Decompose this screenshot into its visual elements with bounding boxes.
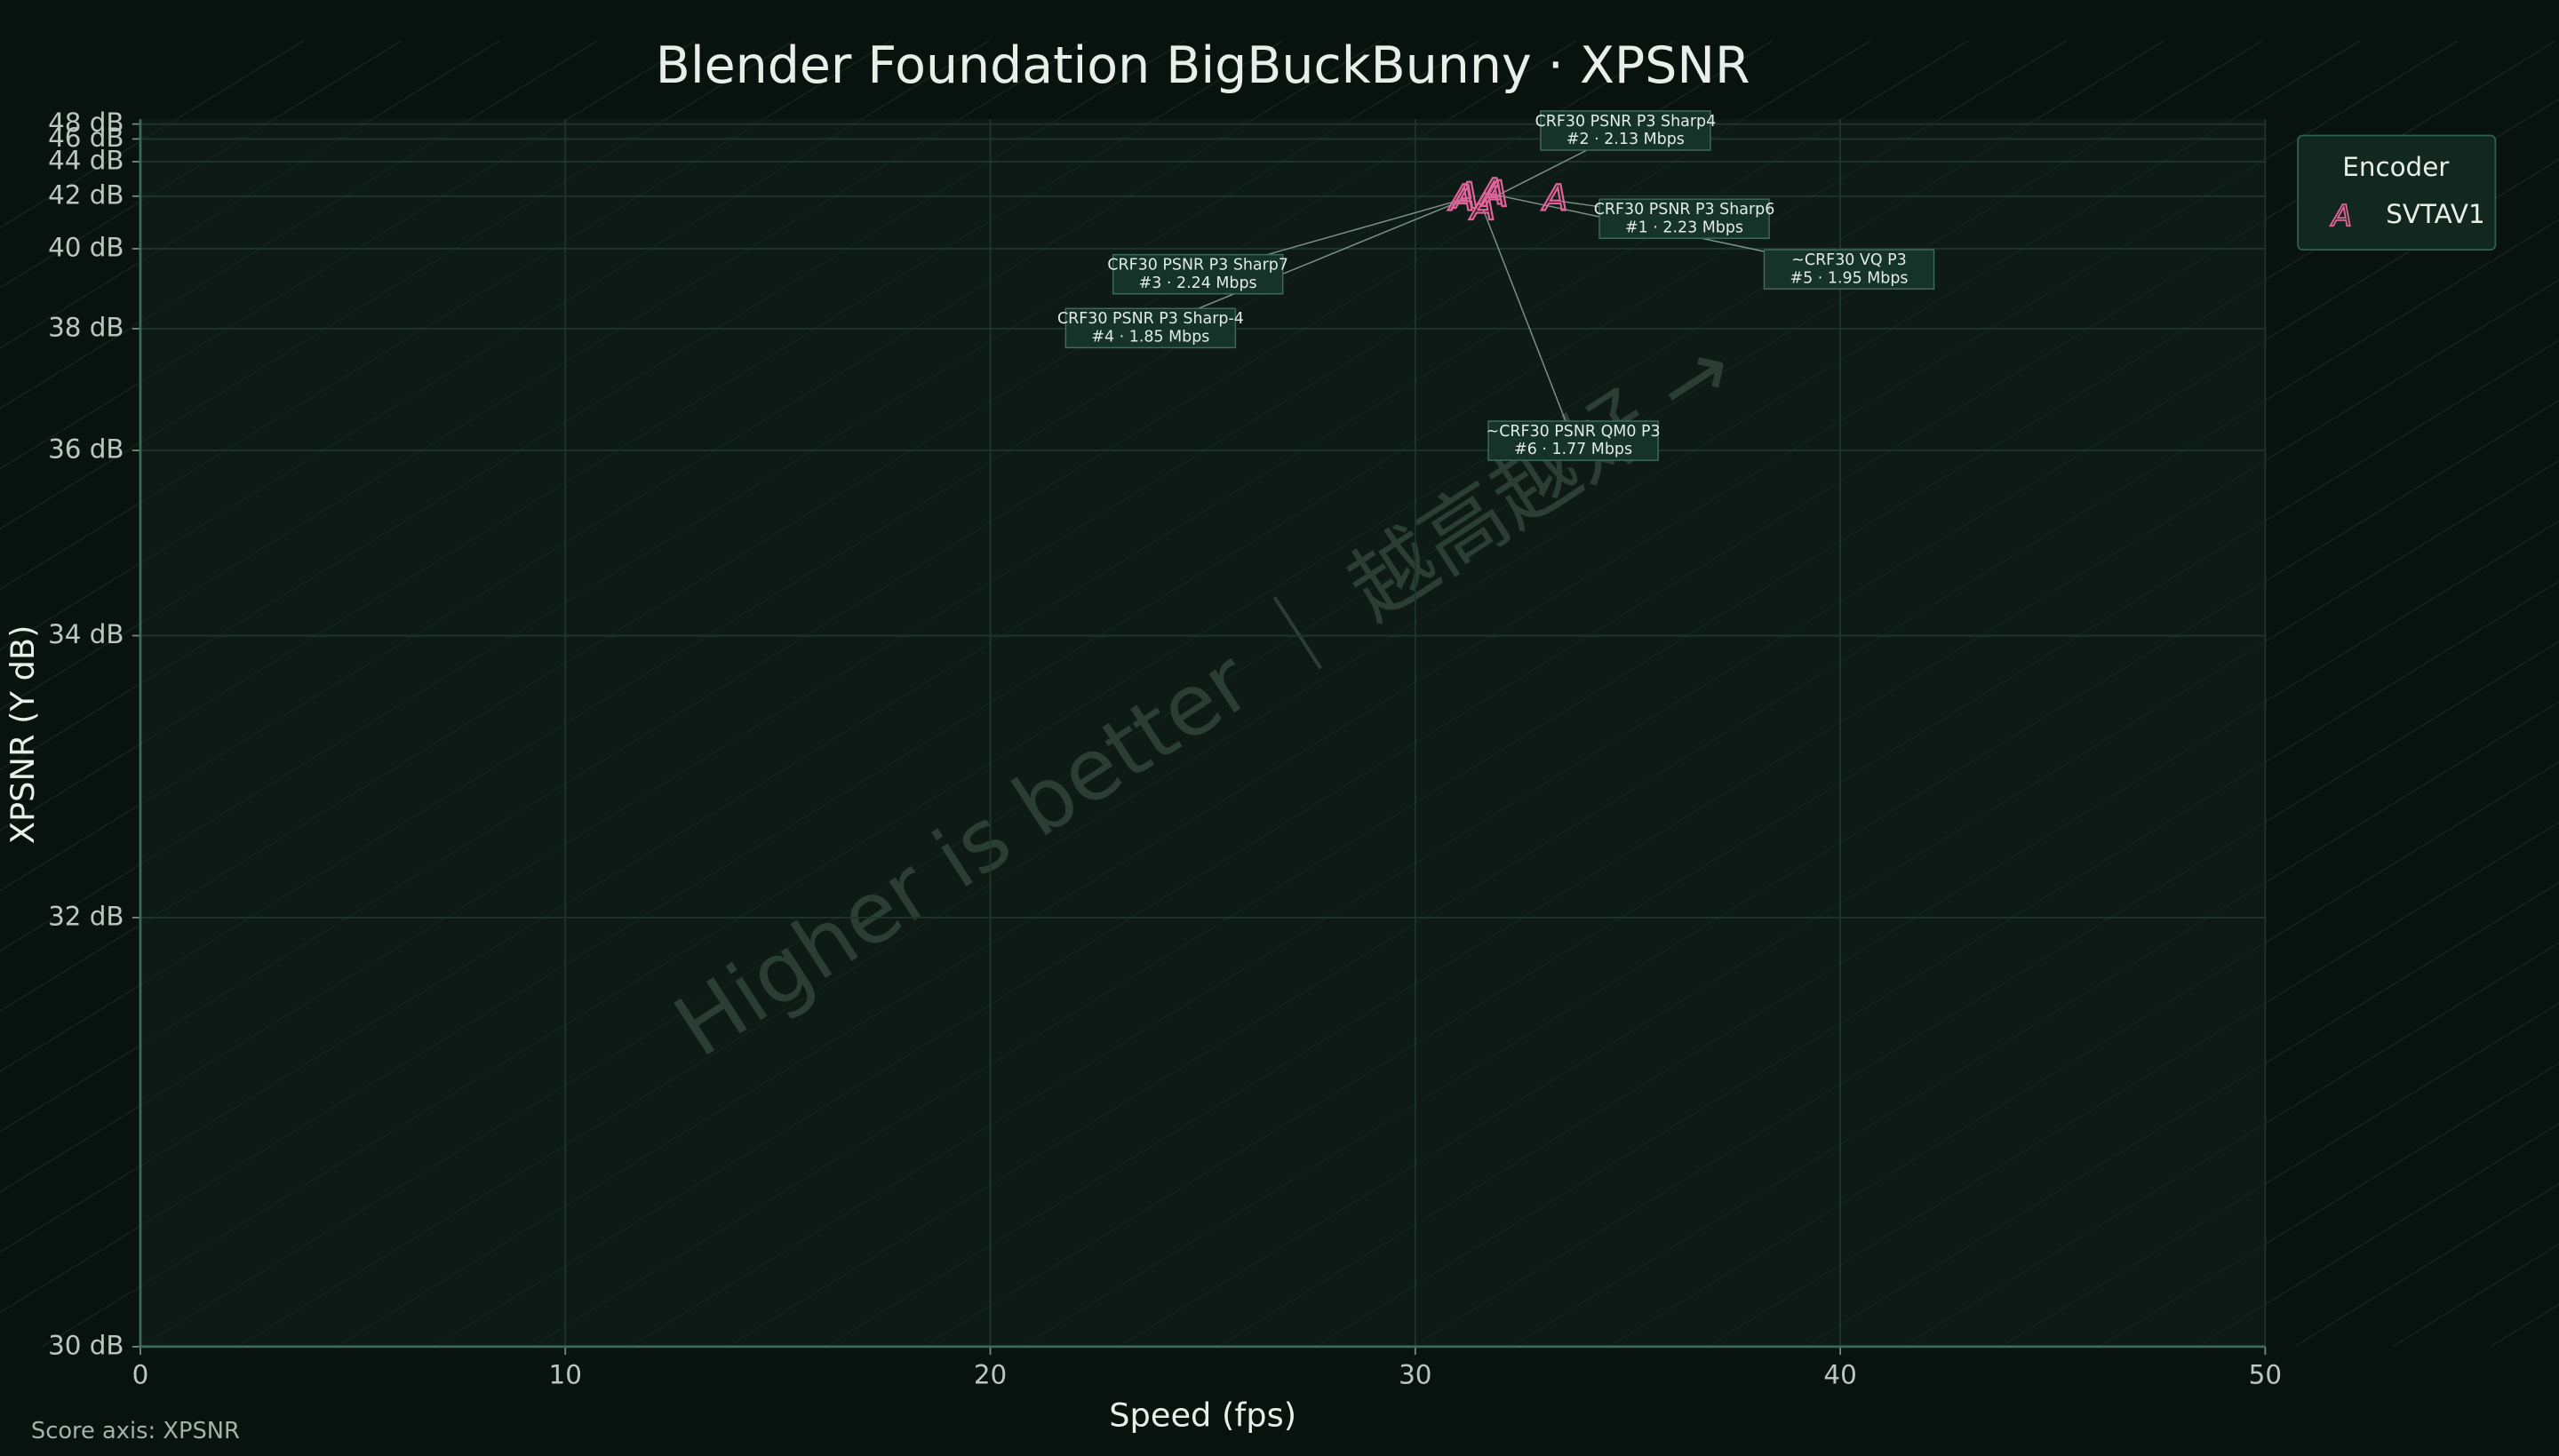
- y-tick-label: 44 dB: [48, 145, 124, 175]
- stripe: [1706, 821, 2559, 1348]
- stripe: [0, 40, 1088, 712]
- x-axis-label: Speed (fps): [1109, 1396, 1296, 1434]
- annotation: ~CRF30 VQ P3#5 · 1.95 Mbps: [1763, 249, 1935, 290]
- y-tick-label: 42 dB: [48, 179, 124, 210]
- data-point: A: [1447, 177, 1475, 219]
- annotation-detail: #5 · 1.95 Mbps: [1790, 269, 1909, 287]
- annotation: CRF30 PSNR P3 Sharp7#3 · 2.24 Mbps: [1107, 253, 1288, 295]
- annotation-leader: [1150, 200, 1463, 330]
- stripe: [237, 40, 2361, 1348]
- stripe: [1608, 760, 2559, 1348]
- data-point: A: [1541, 177, 1568, 219]
- annotation-detail: #3 · 2.24 Mbps: [1139, 274, 1257, 292]
- x-tick-label: 40: [1823, 1359, 1856, 1389]
- stripe: [0, 40, 598, 410]
- annotation: CRF30 PSNR P3 Sharp4#2 · 2.13 Mbps: [1535, 110, 1717, 151]
- annotation: CRF30 PSNR P3 Sharp-4#4 · 1.85 Mbps: [1057, 307, 1244, 349]
- y-tick-label: 46 dB: [48, 123, 124, 153]
- stripe: [1902, 942, 2559, 1348]
- stripe: [1216, 520, 2559, 1348]
- stripe: [0, 40, 794, 530]
- y-tick-label: 34 dB: [48, 619, 124, 649]
- legend-box: [2297, 134, 2497, 251]
- annotation-label: CRF30 PSNR P3 Sharp6: [1594, 201, 1775, 219]
- annotation-label: ~CRF30 PSNR QM0 P3: [1487, 423, 1661, 441]
- stripe: [531, 98, 2559, 1348]
- stripe: [1413, 640, 2559, 1348]
- annotation-label: CRF30 PSNR P3 Sharp7: [1107, 257, 1288, 274]
- annotation-detail: #6 · 1.77 Mbps: [1514, 441, 1632, 458]
- stripes: [0, 40, 2559, 1348]
- stripe: [0, 40, 403, 290]
- stripe: [335, 40, 2459, 1348]
- stripe: [727, 219, 2559, 1348]
- stripe: [1119, 459, 2559, 1348]
- stripe: [1021, 399, 2559, 1348]
- stripe: [0, 40, 1774, 1133]
- x-tick-label: 50: [2249, 1359, 2282, 1389]
- chart-title: Blender Foundation BigBuckBunny · XPSNR: [656, 36, 1750, 95]
- stripe: [434, 40, 2556, 1348]
- annotation-box: [1598, 198, 1770, 240]
- stripe: [629, 158, 2559, 1348]
- y-tick-label: 38 dB: [48, 312, 124, 342]
- y-tick-label: 40 dB: [48, 232, 124, 262]
- annotation-box: [1487, 420, 1659, 461]
- annotation-label: CRF30 PSNR P3 Sharp4: [1535, 113, 1717, 131]
- annotation-leader: [1482, 209, 1574, 442]
- y-tick-label: 48 dB: [48, 107, 124, 138]
- annotation-detail: #2 · 2.13 Mbps: [1566, 131, 1685, 148]
- stripe: [0, 40, 1382, 892]
- stripe: [2000, 1002, 2559, 1348]
- x-tick-label: 30: [1399, 1359, 1431, 1389]
- stripe: [0, 40, 990, 651]
- x-tick-label: 0: [132, 1359, 149, 1389]
- stripe: [0, 40, 1284, 831]
- annotation-box: [1112, 253, 1284, 295]
- stripe: [0, 40, 500, 350]
- y-tick-label: 30 dB: [48, 1330, 124, 1360]
- annotation-label: CRF30 PSNR P3 Sharp-4: [1057, 310, 1244, 328]
- data-point: A: [1469, 186, 1496, 228]
- legend-title: Encoder: [2342, 152, 2450, 182]
- data-point: A: [1477, 170, 1504, 212]
- legend-label: SVTAV1: [2386, 199, 2484, 229]
- stripe: [0, 40, 696, 470]
- annotation: ~CRF30 PSNR QM0 P3#6 · 1.77 Mbps: [1487, 420, 1661, 461]
- footer: Score axis: XPSNR: [31, 1418, 240, 1444]
- stripe: [825, 278, 2559, 1348]
- annotation: CRF30 PSNR P3 Sharp6#1 · 2.23 Mbps: [1594, 198, 1775, 240]
- stripe: [0, 40, 1969, 1253]
- x-tick-label: 20: [974, 1359, 1007, 1389]
- y-tick-label: 32 dB: [48, 901, 124, 931]
- annotation-label: ~CRF30 VQ P3: [1791, 251, 1906, 269]
- y-axis-label: XPSNR (Y dB): [4, 625, 42, 845]
- stripe: [1804, 881, 2559, 1348]
- annotation-box: [1540, 110, 1711, 151]
- stripe: [1511, 700, 2559, 1348]
- annotation-box: [1763, 249, 1935, 290]
- annotation-detail: #1 · 2.23 Mbps: [1625, 219, 1743, 236]
- y-tick-label: 36 dB: [48, 434, 124, 464]
- x-tick-label: 10: [549, 1359, 582, 1389]
- data-point: A: [1481, 172, 1509, 215]
- stripe: [2098, 1062, 2559, 1348]
- stripe: [2196, 1122, 2559, 1348]
- annotation-detail: #4 · 1.85 Mbps: [1091, 328, 1209, 346]
- stripe: [0, 40, 1185, 771]
- stripe: [0, 40, 892, 591]
- stripe: [0, 40, 2067, 1314]
- stripe: [1314, 580, 2559, 1348]
- data-point: A: [1451, 174, 1479, 217]
- annotation-box: [1064, 307, 1237, 349]
- legend-marker: A: [2330, 198, 2352, 233]
- stripe: [0, 40, 1871, 1193]
- stripe: [923, 338, 2559, 1348]
